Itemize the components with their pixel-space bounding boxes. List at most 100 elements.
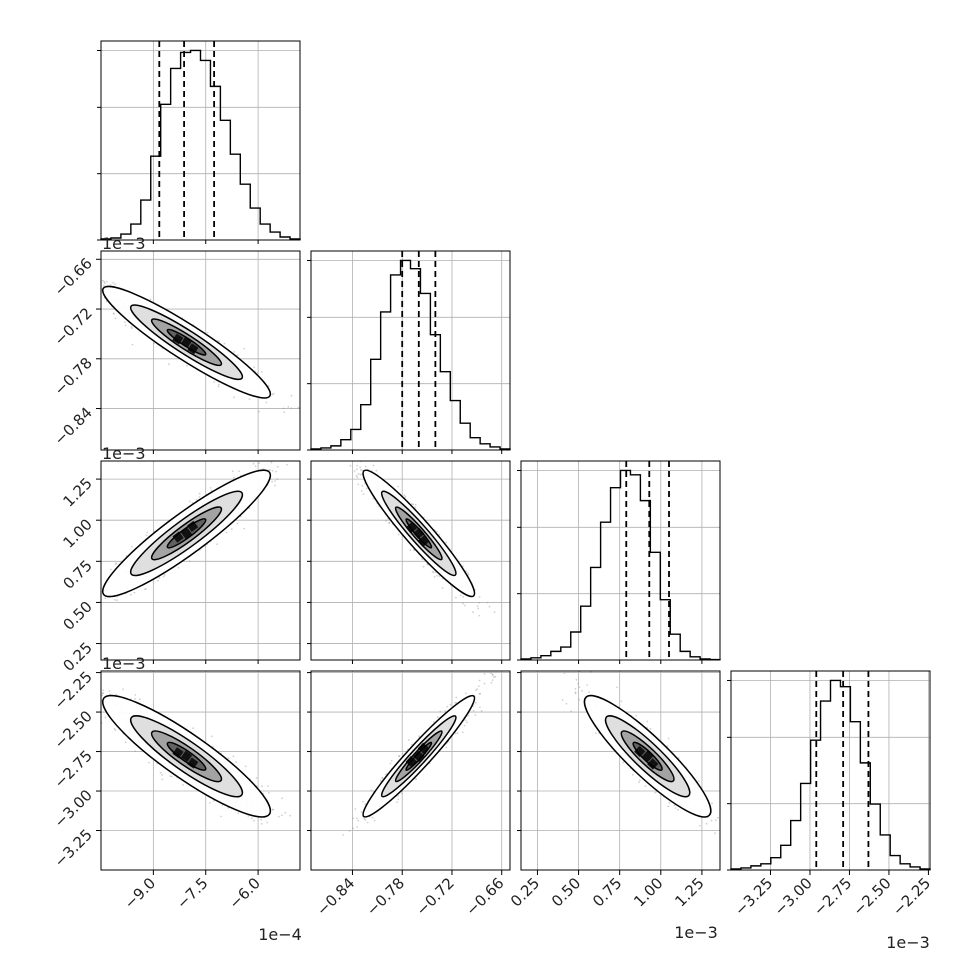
sample-point (486, 601, 489, 604)
hist-panel-2 (517, 460, 721, 661)
scatter-panel-0-1 (73, 250, 301, 451)
sample-point (476, 605, 479, 607)
sample-point (365, 487, 368, 490)
sample-point (404, 495, 407, 498)
hist-step (100, 49, 301, 240)
contour-line (129, 490, 244, 577)
sample-point (188, 500, 191, 503)
sample-point (359, 469, 362, 471)
sample-point (438, 575, 441, 577)
sample-point (238, 470, 240, 473)
sample-point (258, 410, 260, 413)
sample-point (276, 465, 279, 468)
contour-line (150, 506, 223, 561)
panel-frame (310, 460, 511, 661)
sample-point (455, 596, 457, 599)
hist-background (311, 251, 510, 450)
sample-point (188, 560, 191, 563)
panel-frame (730, 670, 931, 871)
sample-point (122, 688, 124, 691)
sample-point (347, 454, 349, 456)
sample-point (275, 470, 277, 473)
contour-line (150, 318, 223, 367)
sample-point (98, 604, 100, 606)
sample-point (269, 469, 272, 471)
hist-background (521, 461, 720, 660)
sample-point (114, 283, 116, 286)
sample-point (349, 464, 352, 467)
sample-point (101, 279, 104, 282)
sample-point (232, 755, 235, 758)
contour-line (101, 285, 272, 399)
sample-point (464, 604, 466, 607)
sample-point (198, 492, 201, 495)
sample-point (98, 295, 100, 297)
sample-point (477, 607, 480, 610)
sample-point (270, 461, 273, 464)
sample-point (283, 411, 285, 414)
hist-step (520, 469, 721, 661)
sample-point (290, 394, 293, 397)
sample-point (236, 522, 239, 525)
sample-point (131, 327, 133, 330)
sample-point (217, 385, 220, 388)
sample-point (167, 363, 170, 366)
sample-point (431, 570, 434, 573)
sample-point (124, 741, 127, 744)
sample-point (340, 457, 342, 459)
sample-point (233, 476, 235, 479)
sample-point (462, 596, 464, 598)
sample-point (282, 407, 285, 410)
density-layer (98, 457, 294, 606)
sample-point (422, 565, 425, 568)
sample-point (267, 385, 270, 387)
density-layer (73, 279, 300, 414)
sample-point (116, 599, 118, 602)
sample-point (134, 698, 137, 700)
sample-point (385, 519, 387, 522)
sample-point (271, 469, 274, 472)
sample-point (478, 614, 481, 617)
sample-point (372, 464, 375, 467)
sample-point (286, 463, 288, 466)
density-core-cell (413, 527, 425, 540)
sample-point (364, 465, 367, 468)
sample-point (421, 558, 423, 561)
sample-point (271, 393, 274, 396)
sample-point (225, 531, 228, 534)
sample-point (89, 284, 91, 286)
sample-point (350, 457, 352, 459)
sample-point (195, 499, 198, 501)
sample-point (144, 588, 147, 590)
panel-background (311, 461, 510, 660)
sample-point (233, 396, 236, 399)
sample-point (261, 371, 263, 373)
sample-point (73, 290, 75, 292)
sample-point (438, 533, 441, 536)
sample-point (253, 366, 256, 369)
sample-point (462, 565, 464, 568)
sample-point (103, 280, 106, 283)
sample-point (372, 497, 375, 500)
sample-point (217, 383, 220, 386)
scatter-panel-1-2 (310, 454, 511, 661)
sample-point (356, 476, 359, 479)
sample-point (274, 484, 277, 487)
sample-point (445, 541, 448, 544)
sample-point (158, 576, 161, 579)
contour-line (380, 490, 457, 577)
sample-point (414, 506, 417, 509)
sample-point (236, 354, 239, 356)
sample-point (414, 503, 417, 506)
sample-point (104, 597, 107, 600)
scatter-panel-0-3 (94, 670, 301, 871)
sample-point (409, 549, 412, 552)
panel-frame (310, 250, 511, 451)
sample-point (467, 572, 469, 574)
sample-point (94, 692, 96, 694)
sample-point (292, 457, 294, 459)
sample-point (375, 469, 378, 472)
sample-point (177, 566, 180, 569)
sample-point (360, 490, 363, 492)
